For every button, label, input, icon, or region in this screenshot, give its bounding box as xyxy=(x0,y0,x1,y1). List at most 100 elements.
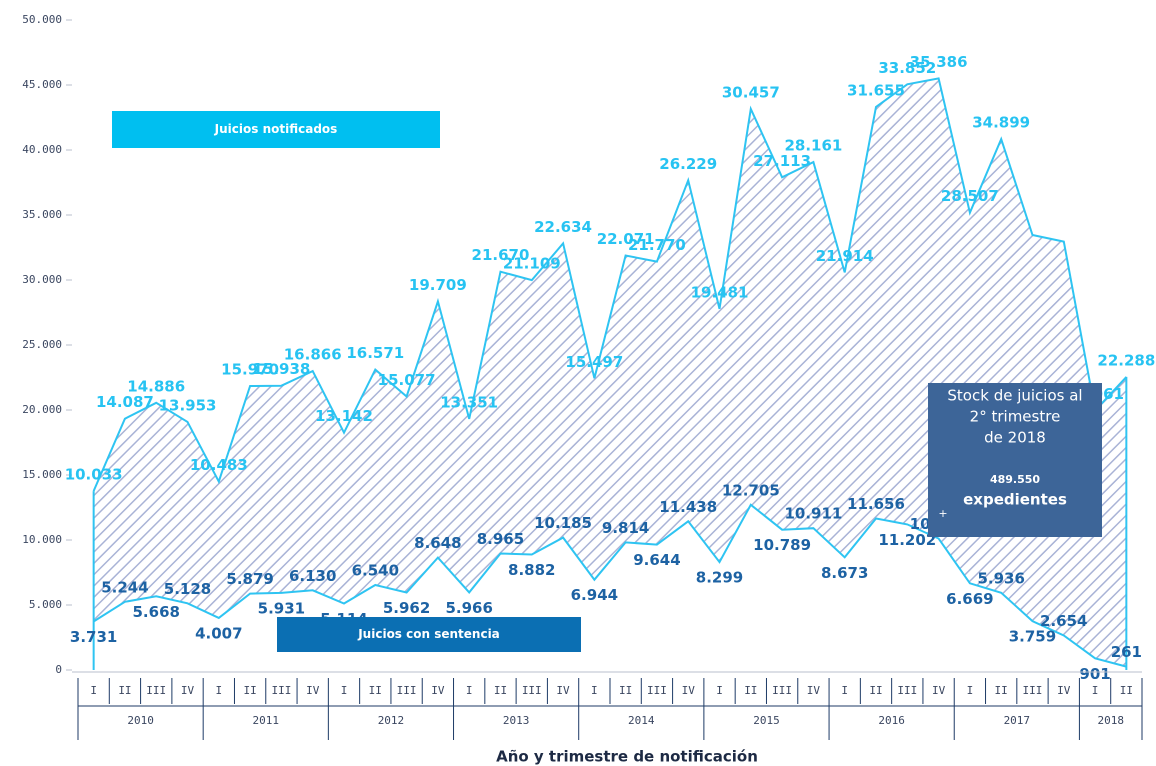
data-label: 13.351 xyxy=(440,393,498,411)
data-label: 22.071 xyxy=(597,230,655,248)
data-label: 901 xyxy=(1079,665,1110,683)
legend-box xyxy=(112,111,440,148)
y-tick-label: 20.000 xyxy=(22,403,62,416)
data-label: 5.668 xyxy=(133,603,180,621)
x-tick-label: I xyxy=(841,684,848,697)
y-tick-label: 5.000 xyxy=(29,598,62,611)
stock-unit: expedientes xyxy=(963,491,1067,509)
data-label: 9.644 xyxy=(633,551,680,569)
data-label: 34.899 xyxy=(972,114,1030,132)
data-label: 5.128 xyxy=(164,580,211,598)
x-tick-label: III xyxy=(897,684,917,697)
x-tick-label: II xyxy=(744,684,757,697)
data-label: 21.914 xyxy=(816,247,874,265)
data-label: 15.970 xyxy=(221,360,279,378)
x-tick-label: IV xyxy=(431,684,445,697)
stock-marker: + xyxy=(938,507,947,520)
data-label: 8.673 xyxy=(821,564,868,582)
x-tick-label: II xyxy=(619,684,632,697)
data-label: 5.931 xyxy=(258,599,305,617)
year-label: 2010 xyxy=(127,714,154,727)
x-tick-label: II xyxy=(869,684,882,697)
data-label: 15.497 xyxy=(565,353,623,371)
x-tick-label: I xyxy=(90,684,97,697)
data-label: 13.142 xyxy=(315,407,373,425)
data-label: 16.866 xyxy=(284,346,342,364)
x-tick-label: IV xyxy=(1057,684,1071,697)
x-tick-label: III xyxy=(772,684,792,697)
data-label: 6.540 xyxy=(352,561,399,579)
stock-text: de 2018 xyxy=(984,429,1046,447)
data-label: 12.705 xyxy=(722,481,780,499)
legend-box xyxy=(277,617,581,652)
y-tick-label: 50.000 xyxy=(22,13,62,26)
data-label: 10.483 xyxy=(190,456,248,474)
data-label: 10.911 xyxy=(784,505,842,523)
x-tick-label: III xyxy=(146,684,166,697)
data-label: 13.953 xyxy=(159,396,217,414)
x-tick-label: III xyxy=(1023,684,1043,697)
data-label: 28.507 xyxy=(941,187,999,205)
data-label: 11.202 xyxy=(878,531,936,549)
y-tick-label: 35.000 xyxy=(22,208,62,221)
data-label: 3.759 xyxy=(1009,628,1056,646)
y-tick-label: 40.000 xyxy=(22,143,62,156)
data-label: 6.944 xyxy=(571,586,618,604)
year-label: 2012 xyxy=(378,714,405,727)
data-label: 19.481 xyxy=(691,283,749,301)
data-label: 28.161 xyxy=(784,137,842,155)
data-label: 6.130 xyxy=(289,567,336,585)
year-label: 2013 xyxy=(503,714,530,727)
data-label: 8.299 xyxy=(696,569,743,587)
stock-value: 489.550 xyxy=(990,473,1040,486)
x-tick-label: III xyxy=(522,684,542,697)
year-label: 2014 xyxy=(628,714,655,727)
data-label: 31.655 xyxy=(847,81,905,99)
data-label: 8.882 xyxy=(508,561,555,579)
data-label: 10.185 xyxy=(534,514,592,532)
y-tick-label: 15.000 xyxy=(22,468,62,481)
legend-label: Juicios con sentencia xyxy=(357,627,500,641)
data-label: 27.113 xyxy=(753,152,811,170)
x-tick-label: I xyxy=(967,684,974,697)
y-tick-label: 25.000 xyxy=(22,338,62,351)
data-label: 5.244 xyxy=(101,578,148,596)
data-label: 19.709 xyxy=(409,276,467,294)
data-label: 8.648 xyxy=(414,534,461,552)
data-label: 14.087 xyxy=(96,393,154,411)
data-label: 9.814 xyxy=(602,519,649,537)
x-tick-label: IV xyxy=(306,684,320,697)
x-tick-label: I xyxy=(716,684,723,697)
y-tick-label: 45.000 xyxy=(22,78,62,91)
x-tick-label: I xyxy=(216,684,223,697)
x-tick-label: II xyxy=(494,684,507,697)
data-label: 5.966 xyxy=(445,599,492,617)
x-tick-label: IV xyxy=(807,684,821,697)
notificados-line xyxy=(92,77,1128,492)
data-label: 8.965 xyxy=(477,530,524,548)
data-label: 22.288 xyxy=(1097,351,1155,369)
y-tick-label: 0 xyxy=(55,663,62,676)
x-tick-label: II xyxy=(243,684,256,697)
x-tick-label: IV xyxy=(682,684,696,697)
x-tick-label: IV xyxy=(556,684,570,697)
data-label: 5.962 xyxy=(383,599,430,617)
year-label: 2017 xyxy=(1004,714,1031,727)
data-label: 2.654 xyxy=(1040,612,1087,630)
data-label: 11.656 xyxy=(847,495,905,513)
data-label: 4.007 xyxy=(195,624,242,642)
x-tick-label: I xyxy=(341,684,348,697)
data-label: 14.886 xyxy=(127,377,185,395)
data-label: 26.229 xyxy=(659,155,717,173)
data-label: 15.077 xyxy=(378,371,436,389)
data-label: 10.789 xyxy=(753,536,811,554)
sentencia-line xyxy=(93,503,1127,668)
x-tick-label: IV xyxy=(932,684,946,697)
x-tick-label: II xyxy=(995,684,1008,697)
data-label: 11.438 xyxy=(659,498,717,516)
stock-box xyxy=(928,383,1102,537)
y-tick-label: 10.000 xyxy=(22,533,62,546)
data-label: 22.634 xyxy=(534,218,592,236)
data-label: 6.669 xyxy=(946,590,993,608)
